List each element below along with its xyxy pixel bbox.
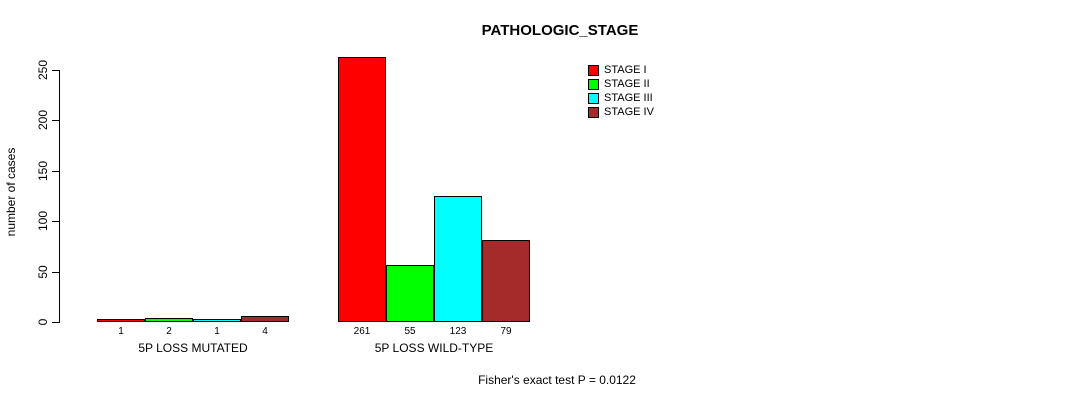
group-label: 5P LOSS MUTATED xyxy=(138,341,248,355)
group-label: 5P LOSS WILD-TYPE xyxy=(374,341,494,355)
bar-stage-iv xyxy=(241,316,289,322)
y-tick-label: 200 xyxy=(36,109,50,131)
legend-color-swatch xyxy=(588,64,599,76)
legend-color-swatch xyxy=(588,92,599,104)
legend-label: STAGE IV xyxy=(604,106,654,118)
legend-label: STAGE II xyxy=(604,78,650,90)
y-tick xyxy=(52,221,59,222)
legend-color-swatch xyxy=(588,106,599,118)
bar-stage-ii xyxy=(386,265,434,322)
legend-item: STAGE IV xyxy=(588,105,654,119)
bar-stage-ii xyxy=(145,318,193,322)
bar-stage-iv xyxy=(482,240,530,322)
y-tick-label: 50 xyxy=(36,265,50,279)
legend-item: STAGE I xyxy=(588,63,654,77)
y-axis-line xyxy=(59,70,60,323)
bar-stage-iii xyxy=(193,319,241,322)
y-tick-label: 150 xyxy=(36,160,50,182)
y-tick-label: 0 xyxy=(36,318,50,326)
bar-value-label: 261 xyxy=(353,326,371,337)
y-tick xyxy=(52,120,59,121)
legend-label: STAGE III xyxy=(604,92,653,104)
y-tick xyxy=(52,272,59,273)
legend-item: STAGE II xyxy=(588,77,654,91)
bar-value-label: 123 xyxy=(449,326,467,337)
legend-label: STAGE I xyxy=(604,64,647,76)
bar-stage-i xyxy=(97,319,145,322)
y-tick xyxy=(52,322,59,323)
caption-fishers-test: Fisher's exact test P = 0.0122 xyxy=(478,373,636,387)
y-tick-label: 100 xyxy=(36,210,50,232)
legend-item: STAGE III xyxy=(588,91,654,105)
legend: STAGE I STAGE II STAGE III STAGE IV xyxy=(588,63,654,119)
bar-value-label: 4 xyxy=(262,326,268,337)
y-tick-label: 250 xyxy=(36,59,50,81)
y-tick xyxy=(52,171,59,172)
bar-value-label: 2 xyxy=(166,326,172,337)
bar-value-label: 1 xyxy=(214,326,220,337)
legend-color-swatch xyxy=(588,78,599,90)
bar-value-label: 55 xyxy=(404,326,416,337)
chart-title: PATHOLOGIC_STAGE xyxy=(481,22,639,39)
bar-value-label: 79 xyxy=(500,326,512,337)
y-axis-label: number of cases xyxy=(4,147,18,237)
y-tick xyxy=(52,70,59,71)
bar-stage-iii xyxy=(434,196,482,322)
bar-value-label: 1 xyxy=(118,326,124,337)
bar-stage-i xyxy=(338,57,386,322)
